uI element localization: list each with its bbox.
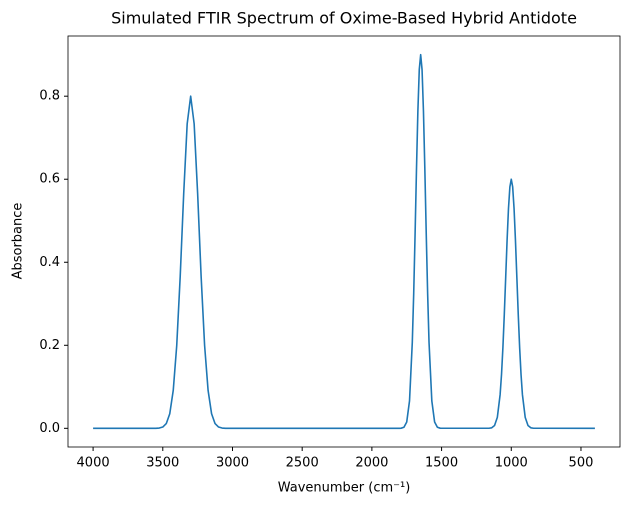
chart-title: Simulated FTIR Spectrum of Oxime-Based H… xyxy=(111,9,577,28)
x-tick-label: 2000 xyxy=(355,456,388,471)
y-tick-label: 0.2 xyxy=(39,338,60,353)
plot-frame xyxy=(67,35,621,448)
spectrum-line xyxy=(93,53,595,430)
y-axis-label: Absorbance xyxy=(11,203,26,280)
y-tick-label: 0.8 xyxy=(39,89,60,104)
x-tick-label: 500 xyxy=(569,456,594,471)
x-tick-label: 4000 xyxy=(77,456,110,471)
x-tick-label: 2500 xyxy=(286,456,319,471)
x-axis-label: Wavenumber (cm⁻¹) xyxy=(278,481,411,496)
x-tick-label: 3000 xyxy=(216,456,249,471)
y-tick-label: 0.4 xyxy=(39,255,60,270)
x-tick-label: 1500 xyxy=(425,456,458,471)
x-tick-label: 1000 xyxy=(495,456,528,471)
y-tick-label: 0.0 xyxy=(39,421,60,436)
x-tick-label: 3500 xyxy=(146,456,179,471)
y-tick-label: 0.6 xyxy=(39,172,60,187)
